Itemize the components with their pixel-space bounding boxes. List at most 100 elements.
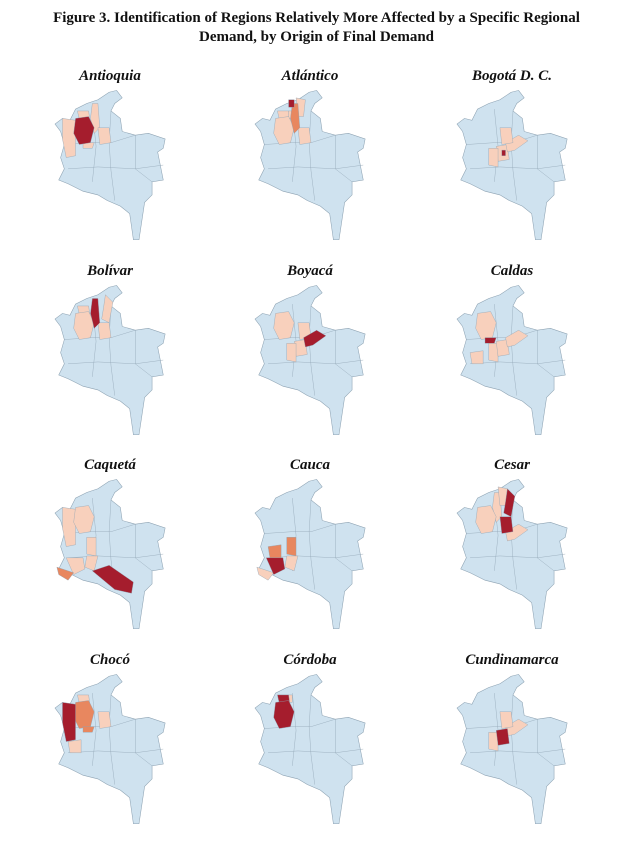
- map-panel-title: Cauca: [289, 457, 330, 473]
- region-boyaca-low: [505, 134, 529, 153]
- region-cundinamarca-low: [495, 339, 510, 357]
- region-santander-low: [297, 127, 312, 145]
- map-panel: Cesar: [412, 457, 612, 652]
- country-outline: [456, 674, 568, 825]
- department-border: [335, 719, 353, 767]
- region-atlantico-high: [288, 99, 295, 108]
- map-panel-title: Bolívar: [87, 263, 133, 279]
- region-bolivar-high: [90, 298, 100, 329]
- department-border: [510, 110, 517, 201]
- region-huila-low: [284, 555, 299, 572]
- region-valle-low: [67, 739, 82, 753]
- department-border: [108, 694, 115, 785]
- department-border: [335, 135, 353, 183]
- department-border: [308, 694, 315, 785]
- department-border: [510, 694, 517, 785]
- colombia-map: [456, 90, 568, 241]
- department-border: [108, 110, 115, 201]
- region-valle-medium: [267, 544, 282, 558]
- department-border: [537, 135, 555, 183]
- region-bolivar-medium: [290, 103, 300, 134]
- region-tolima-low: [488, 343, 499, 363]
- map-panel-title: Atlántico: [281, 68, 339, 84]
- region-cesar-low: [101, 294, 114, 324]
- region-narino-low: [256, 566, 274, 581]
- region-antioquia-low: [73, 505, 95, 534]
- department-border: [68, 748, 164, 753]
- region-antioquia-high: [73, 116, 95, 145]
- region-boyaca-low: [505, 329, 529, 348]
- figure-title-line2: Demand, by Origin of Final Demand: [198, 29, 435, 45]
- department-border: [108, 305, 115, 396]
- colombia-map: [54, 90, 166, 241]
- region-tolima-medium: [286, 537, 297, 557]
- region-santander-low: [499, 127, 514, 145]
- department-border: [470, 359, 566, 364]
- region-narino-medium: [56, 566, 74, 581]
- department-border: [308, 305, 315, 396]
- department-border: [537, 330, 555, 378]
- region-tolima-low: [86, 537, 97, 557]
- country-outline: [254, 674, 366, 825]
- map-panel-title: Córdoba: [283, 652, 337, 668]
- region-tolima-low: [286, 343, 297, 363]
- department-border: [292, 693, 297, 766]
- region-valle-low: [469, 350, 484, 364]
- region-boyaca-high: [303, 329, 327, 348]
- map-panel: Córdoba: [210, 652, 410, 847]
- department-border: [68, 164, 164, 169]
- country-outline: [254, 479, 366, 630]
- region-santander-low: [97, 711, 112, 729]
- department-border: [308, 110, 315, 201]
- department-border: [68, 553, 164, 558]
- map-panel: Atlántico: [210, 68, 410, 263]
- map-panel-title: Cundinamarca: [465, 652, 559, 668]
- department-border: [510, 305, 517, 396]
- department-border: [268, 748, 364, 753]
- map-panel-title: Cesar: [494, 457, 530, 473]
- region-antioquia-low: [73, 311, 95, 340]
- region-cauca-high: [265, 557, 286, 575]
- map-panel: Boyacá: [210, 263, 410, 458]
- department-border: [470, 553, 566, 558]
- department-border: [510, 499, 517, 590]
- colombia-map: [54, 674, 166, 825]
- department-border: [135, 524, 153, 572]
- colombia-map: [254, 285, 366, 436]
- country-outline: [456, 90, 568, 241]
- department-border: [68, 359, 164, 364]
- region-antioquia-low: [273, 311, 295, 340]
- colombia-map: [456, 285, 568, 436]
- region-santander-high: [499, 516, 514, 534]
- region-cauca-low: [65, 557, 86, 575]
- region-choco-high: [62, 702, 76, 742]
- region-antioquia-low: [273, 116, 295, 145]
- region-caqueta-high: [91, 565, 134, 594]
- map-panel: Chocó: [10, 652, 210, 847]
- department-border: [64, 524, 136, 534]
- department-border: [335, 330, 353, 378]
- region-caldas-medium: [82, 726, 95, 733]
- map-panel: Cauca: [210, 457, 410, 652]
- colombia-map: [254, 90, 366, 241]
- region-choco-low: [62, 507, 76, 547]
- colombia-map: [456, 674, 568, 825]
- department-border: [268, 359, 364, 364]
- region-antioquia-low: [475, 505, 497, 534]
- map-panel: Cundinamarca: [412, 652, 612, 847]
- map-panel: Bolívar: [10, 263, 210, 458]
- department-border: [92, 693, 97, 766]
- map-panel: Caldas: [412, 263, 612, 458]
- figure-title-line1: Figure 3. Identification of Regions Rela…: [53, 10, 580, 26]
- map-panel: Bogotá D. C.: [412, 68, 612, 263]
- department-border: [268, 164, 364, 169]
- country-outline: [254, 285, 366, 436]
- colombia-map: [254, 674, 366, 825]
- country-outline: [54, 479, 166, 630]
- region-caldas-high: [484, 337, 497, 344]
- department-border: [135, 330, 153, 378]
- region-boyaca-low: [505, 523, 529, 542]
- colombia-map: [54, 285, 166, 436]
- region-santander-low: [97, 322, 112, 340]
- department-border: [537, 719, 555, 767]
